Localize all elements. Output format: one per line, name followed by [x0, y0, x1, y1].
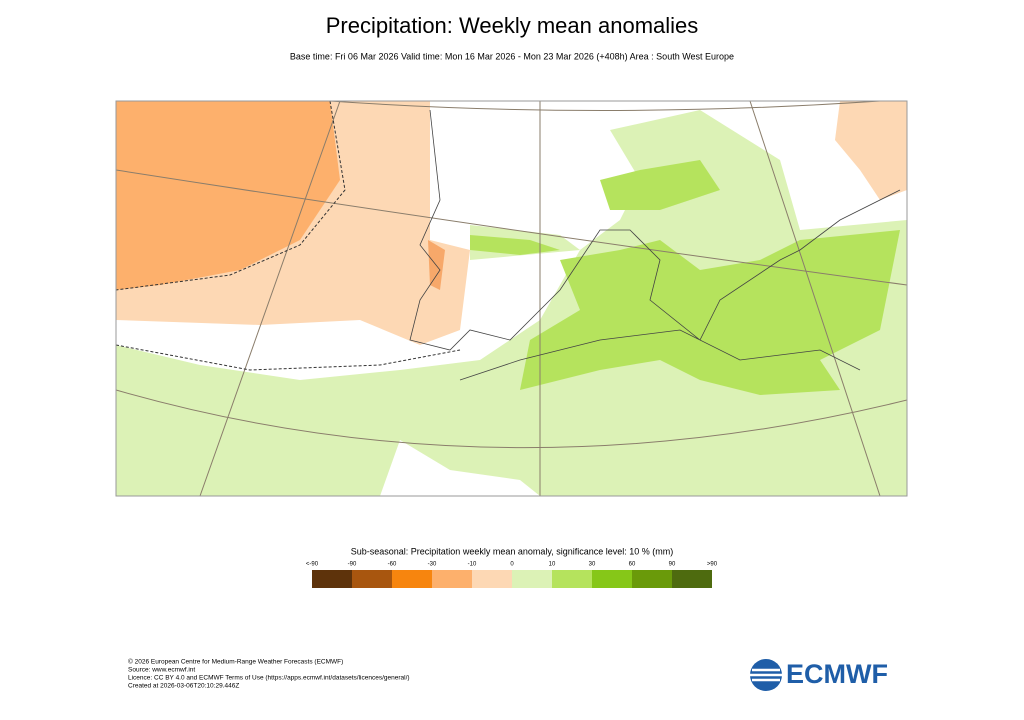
footer-line: © 2026 European Centre for Medium-Range … [128, 658, 343, 666]
colorbar-label: <-90 [306, 562, 319, 568]
colorbar-swatch [312, 570, 352, 588]
colorbar-label: 30 [589, 562, 596, 568]
area-wet-strong [600, 160, 720, 210]
colorbar-swatch [592, 570, 632, 588]
colorbar-label: 0 [510, 562, 514, 568]
colorbar-label: >90 [707, 562, 718, 568]
colorbar-swatch [352, 570, 392, 588]
significance-contour [116, 101, 461, 371]
footer-line: Licence: CC BY 4.0 and ECMWF Terms of Us… [128, 675, 410, 682]
area-wet [116, 110, 907, 496]
graticule [116, 389, 907, 449]
colorbar-label: -10 [468, 562, 477, 568]
area-dry-strong [116, 101, 340, 290]
colorbar-swatch [632, 570, 672, 588]
colorbar-label: -30 [428, 562, 437, 568]
area-dry [835, 101, 907, 200]
colorbar-swatch [552, 570, 592, 588]
map [115, 100, 908, 497]
colorbar-swatch [472, 570, 512, 588]
colorbar-swatch [432, 570, 472, 588]
logo: ECMWF [750, 659, 888, 691]
logo-icon [750, 668, 782, 682]
map-frame [115, 100, 908, 497]
title: Precipitation: Weekly mean anomalies [326, 13, 699, 38]
colorbar-label: -90 [348, 562, 357, 568]
footer: © 2026 European Centre for Medium-Range … [128, 658, 410, 690]
area-wet-strong [470, 235, 560, 255]
legend-title: Sub-seasonal: Precipitation weekly mean … [351, 546, 673, 556]
graticule [199, 101, 881, 496]
colorbar-label: 60 [629, 562, 636, 568]
colorbar-swatch [672, 570, 712, 588]
coastline [409, 109, 901, 381]
colorbar: <-90 -90 -60 -30 -10 0 10 30 60 90 >90 [306, 562, 718, 588]
colorbar-swatch [392, 570, 432, 588]
colorbar-label: -60 [388, 562, 397, 568]
graticule [116, 169, 907, 286]
footer-line: Created at 2026-03-06T20:10:29.446Z [128, 683, 239, 690]
footer-line: Source: www.ecmwf.int [128, 667, 195, 674]
colorbar-label: 10 [549, 562, 556, 568]
area-neutral [380, 440, 540, 496]
subtitle: Base time: Fri 06 Mar 2026 Valid time: M… [290, 51, 734, 61]
colorbar-label: 90 [669, 562, 676, 568]
logo-text: ECMWF [786, 659, 888, 689]
colorbar-swatch [512, 570, 552, 588]
